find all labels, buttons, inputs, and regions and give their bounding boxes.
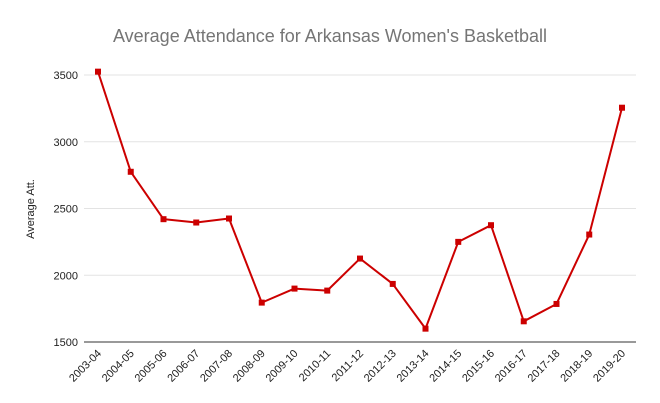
data-point [455, 239, 461, 245]
data-point [521, 318, 527, 324]
data-point [488, 222, 494, 228]
y-tick-label: 3000 [54, 137, 78, 149]
x-tick-label: 2007-08 [198, 348, 235, 385]
y-tick-label: 3500 [54, 70, 78, 82]
data-point [161, 216, 167, 222]
gridlines [84, 75, 636, 342]
data-point [259, 300, 265, 306]
x-tick-label: 2018-19 [558, 348, 595, 385]
x-tick-label: 2019-20 [591, 348, 628, 385]
y-axis-ticks: 1500 2000 2500 3000 3500 [54, 70, 78, 349]
data-point [357, 256, 363, 262]
x-axis-ticks: 2003-042004-052005-062006-072007-082008-… [67, 348, 628, 385]
x-tick-label: 2003-04 [67, 348, 104, 385]
x-tick-label: 2010-11 [297, 348, 333, 384]
series-line [98, 72, 622, 329]
data-point [423, 326, 429, 332]
x-tick-label: 2004-05 [100, 348, 137, 385]
y-tick-label: 2500 [54, 204, 78, 216]
data-point [193, 220, 199, 226]
x-tick-label: 2015-16 [460, 348, 497, 385]
x-tick-label: 2013-14 [395, 348, 432, 385]
x-tick-label: 2012-13 [362, 348, 399, 385]
x-tick-label: 2008-09 [231, 348, 268, 385]
chart-title: Average Attendance for Arkansas Women's … [113, 26, 547, 46]
x-tick-label: 2011-12 [330, 348, 366, 384]
data-point [226, 216, 232, 222]
x-tick-label: 2016-17 [493, 348, 530, 385]
x-tick-label: 2014-15 [427, 348, 464, 385]
data-point [324, 288, 330, 294]
data-point [619, 105, 625, 111]
x-tick-label: 2006-07 [165, 348, 202, 385]
x-tick-label: 2017-18 [526, 348, 563, 385]
data-point [95, 69, 101, 75]
x-tick-label: 2009-10 [264, 348, 301, 385]
y-axis-label: Average Att. [25, 179, 37, 239]
y-tick-label: 1500 [54, 337, 78, 349]
series-layer [95, 69, 625, 332]
x-tick-label: 2005-06 [133, 348, 170, 385]
data-point [390, 281, 396, 287]
data-point [554, 301, 560, 307]
y-tick-label: 2000 [54, 270, 78, 282]
data-point [292, 286, 298, 292]
data-point [128, 169, 134, 175]
data-point [586, 232, 592, 238]
